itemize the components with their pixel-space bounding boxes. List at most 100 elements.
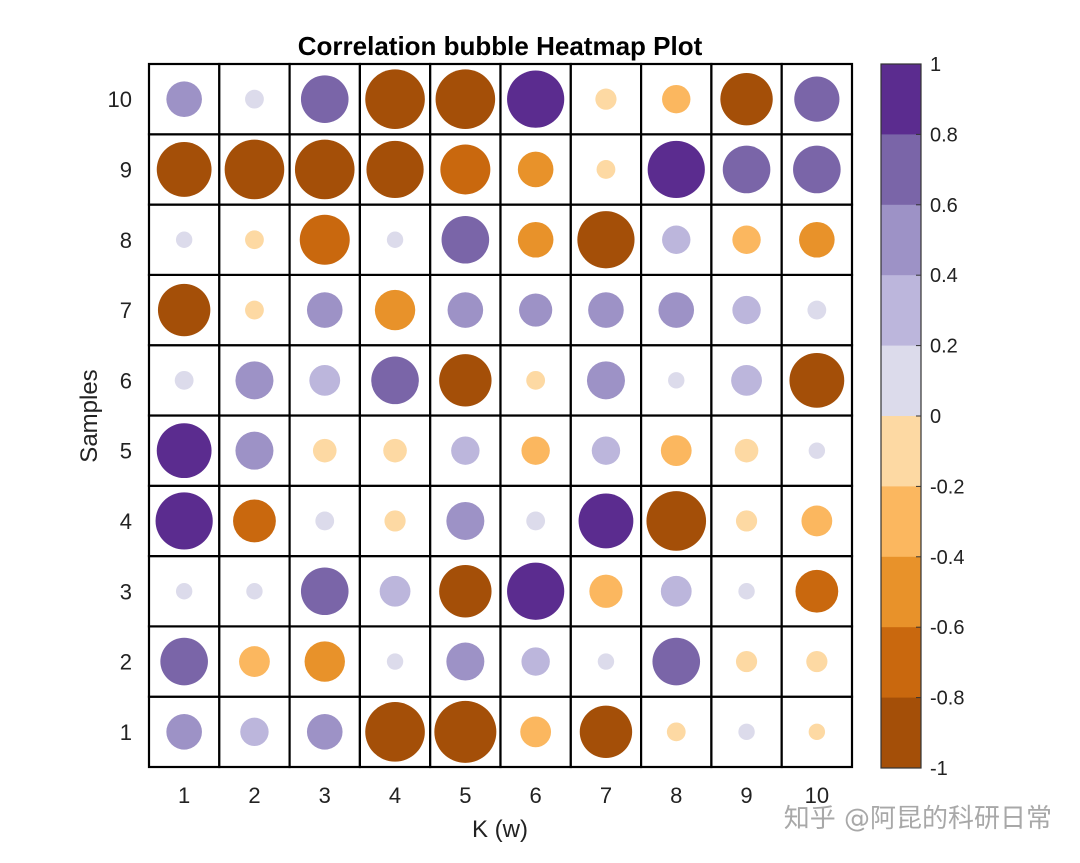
bubble-marker <box>579 705 633 759</box>
heatmap-cell <box>780 273 854 347</box>
bubble-marker <box>799 221 835 258</box>
bubble-marker <box>722 145 771 194</box>
bubble-marker <box>224 139 285 200</box>
bubble-marker <box>156 142 212 197</box>
bubble-marker <box>662 225 691 254</box>
bubble-marker <box>440 144 491 195</box>
x-tick-label: 10 <box>805 783 829 808</box>
bubble-marker <box>668 372 685 389</box>
bubble-marker <box>652 637 701 686</box>
bubble-marker <box>588 292 624 328</box>
bubble-marker <box>306 714 343 750</box>
x-tick-label: 7 <box>600 783 612 808</box>
colorbar-segment <box>881 275 921 347</box>
bubble-marker <box>446 642 485 681</box>
bubble-marker <box>446 501 485 540</box>
bubble-marker <box>517 151 554 188</box>
bubble-marker <box>294 139 355 200</box>
colorbar-tick-label: -0.2 <box>930 476 964 498</box>
bubble-marker <box>155 492 213 550</box>
bubble-marker <box>299 214 350 265</box>
bubble-marker <box>175 231 193 248</box>
bubble-marker <box>789 352 845 408</box>
bubble-marker <box>383 438 407 463</box>
colorbar-segment <box>881 345 921 417</box>
bubble-marker <box>435 69 496 129</box>
bubble-marker <box>312 438 337 463</box>
bubble-marker <box>300 75 349 123</box>
bubble-marker <box>386 653 404 670</box>
bubble-marker <box>371 356 419 405</box>
bubble-marker <box>240 717 269 747</box>
bubble-marker <box>366 140 424 199</box>
y-tick-label: 9 <box>120 157 132 182</box>
x-tick-label: 6 <box>530 783 542 808</box>
bubble-marker <box>379 575 411 607</box>
bubble-marker <box>374 289 416 331</box>
bubble-layer <box>155 69 845 763</box>
bubble-marker <box>801 505 833 537</box>
bubble-marker <box>365 702 425 762</box>
bubble-marker <box>658 292 695 328</box>
bubble-marker <box>439 565 492 618</box>
heatmap-cell <box>639 695 713 769</box>
y-tick-label: 4 <box>120 509 132 534</box>
bubble-marker <box>160 637 208 686</box>
bubble-marker <box>735 510 758 532</box>
bubble-marker <box>166 714 202 750</box>
bubble-marker <box>793 145 841 194</box>
bubble-marker <box>732 225 761 254</box>
x-tick-label: 9 <box>740 783 752 808</box>
bubble-marker <box>315 511 335 531</box>
bubble-marker <box>808 723 826 741</box>
bubble-marker <box>794 76 840 122</box>
x-tick-label: 2 <box>248 783 260 808</box>
bubble-marker <box>304 641 345 682</box>
bubble-marker <box>246 583 263 600</box>
colorbar-tick-label: -1 <box>930 758 948 780</box>
bubble-marker <box>365 69 425 129</box>
colorbar-segment <box>881 64 921 135</box>
x-axis-label: K (w) <box>472 816 528 843</box>
bubble-marker <box>808 442 826 459</box>
bubble-marker <box>235 431 274 470</box>
bubble-marker <box>245 300 264 320</box>
bubble-marker <box>451 436 480 465</box>
bubble-marker <box>441 215 490 264</box>
colorbar-segment <box>881 204 921 276</box>
y-tick-label: 7 <box>120 298 132 323</box>
bubble-marker <box>662 84 691 114</box>
colorbar-tick-label: 0.4 <box>930 265 958 287</box>
bubble-marker <box>578 493 634 549</box>
colorbar-segment <box>881 697 921 769</box>
y-tick-label: 8 <box>120 228 132 253</box>
bubble-marker <box>386 231 404 248</box>
y-tick-label: 10 <box>108 87 132 112</box>
y-axis-ticks: 1 2 3 4 5 6 7 8 9 10 <box>108 87 132 745</box>
bubble-marker <box>591 436 621 465</box>
colorbar-segment <box>881 486 921 558</box>
y-axis-label: Samples <box>76 369 103 462</box>
bubble-marker <box>300 567 349 616</box>
bubble-marker <box>520 716 552 748</box>
bubble-marker <box>239 646 270 677</box>
bubble-marker <box>439 354 492 407</box>
bubble-marker <box>434 700 497 763</box>
bubble-marker <box>521 647 550 676</box>
chart-title: Correlation bubble Heatmap Plot <box>298 31 703 61</box>
colorbar-tick-label: -0.8 <box>930 688 964 710</box>
bubble-marker <box>235 361 274 400</box>
bubble-marker <box>156 423 212 479</box>
bubble-marker <box>595 88 617 110</box>
colorbar-tick-label: -0.6 <box>930 617 964 639</box>
bubble-marker <box>734 438 759 463</box>
bubble-marker <box>166 81 202 117</box>
bubble-marker <box>795 569 839 613</box>
bubble-marker <box>597 653 615 670</box>
colorbar-tick-label: -0.4 <box>930 547 964 569</box>
x-tick-label: 8 <box>670 783 682 808</box>
y-tick-label: 1 <box>120 720 132 745</box>
bubble-marker <box>720 72 773 126</box>
colorbar: 1 0.8 0.6 0.4 0.2 0 -0.2 -0.4 -0.6 -0.8 -1 <box>880 54 964 780</box>
